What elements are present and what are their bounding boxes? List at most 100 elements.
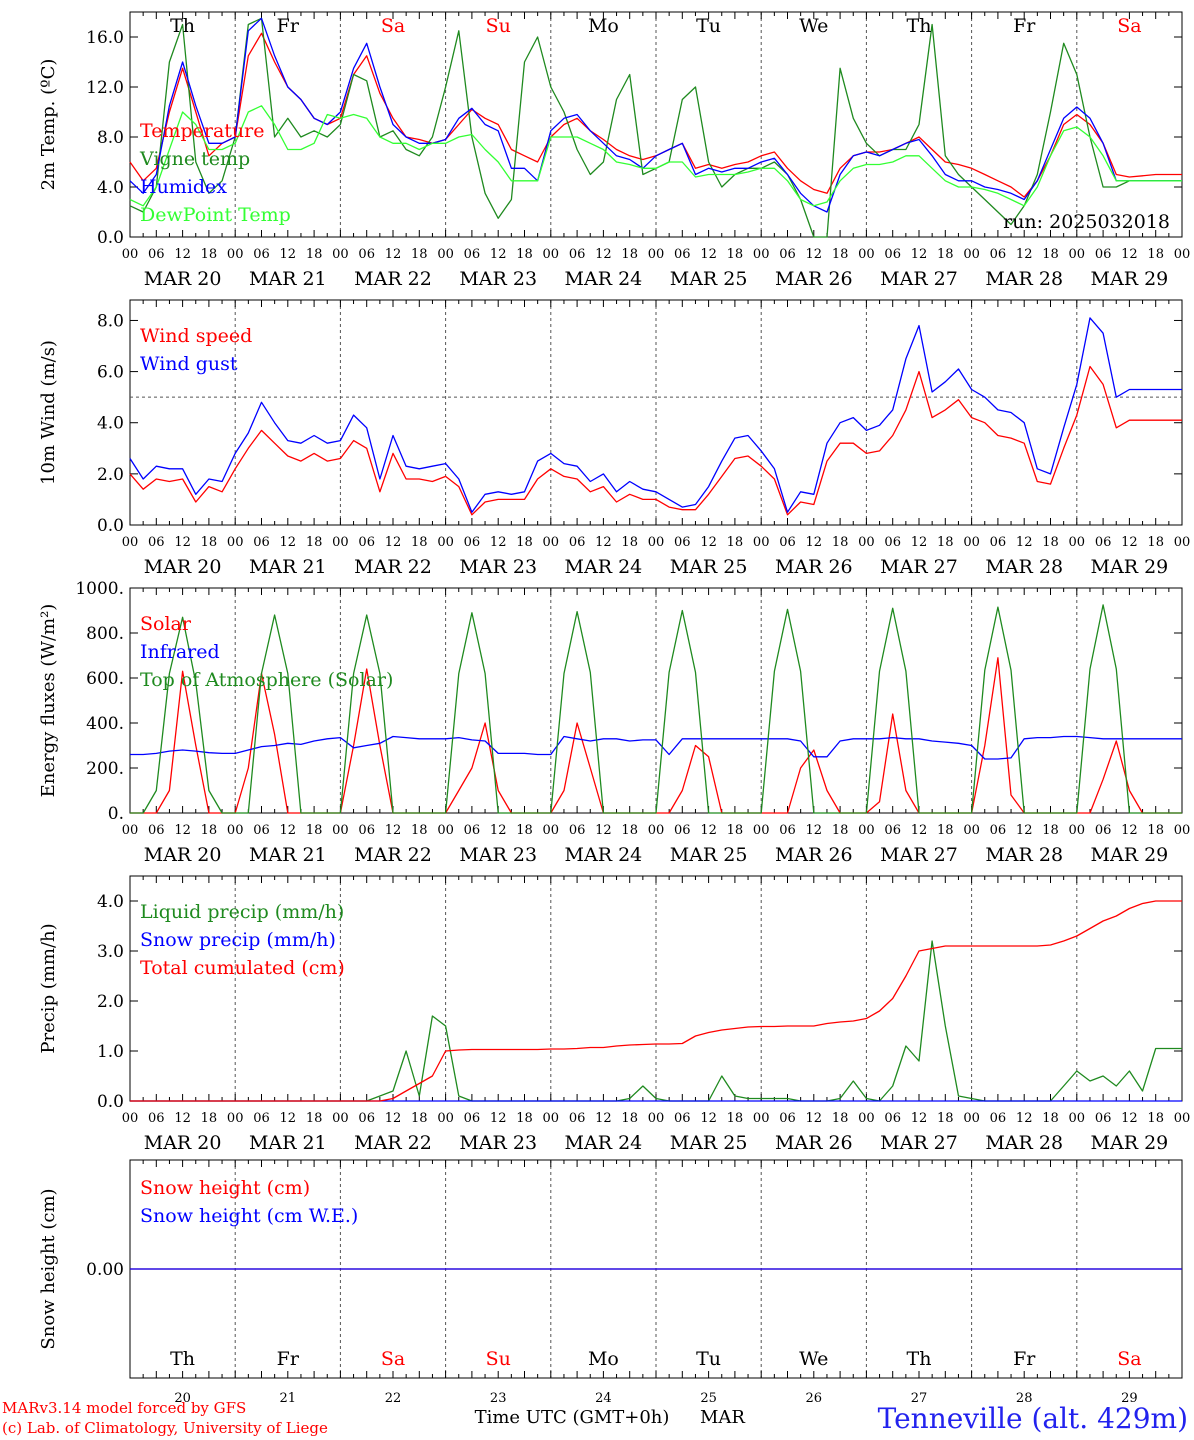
hour-tick-label: 06 xyxy=(1095,1111,1112,1126)
hour-tick-label: 00 xyxy=(543,247,560,262)
hour-tick-label: 12 xyxy=(806,535,823,550)
hour-tick-label: 06 xyxy=(569,823,586,838)
y-axis-label: Precip (mm/h) xyxy=(38,923,59,1053)
hour-tick-label: 00 xyxy=(648,1111,665,1126)
legend-entry: Snow height (cm W.E.) xyxy=(140,1205,358,1227)
y-axis-label: Energy fluxes (W/m²) xyxy=(38,604,59,798)
hour-tick-label: 00 xyxy=(753,247,770,262)
hour-tick-label: 18 xyxy=(621,247,638,262)
hour-tick-label: 12 xyxy=(700,247,717,262)
hour-tick-label: 12 xyxy=(806,823,823,838)
legend-entry: Temperature xyxy=(140,120,264,142)
hour-tick-label: 18 xyxy=(727,247,744,262)
day-number-label: 25 xyxy=(700,1391,717,1406)
hour-tick-label: 18 xyxy=(937,247,954,262)
hour-tick-label: 06 xyxy=(253,1111,270,1126)
weekday-label: Fr xyxy=(277,15,300,37)
hour-tick-label: 00 xyxy=(1174,535,1191,550)
hour-tick-label: 18 xyxy=(306,823,323,838)
date-label: MAR 21 xyxy=(249,1132,327,1154)
hour-tick-label: 06 xyxy=(674,1111,691,1126)
hour-tick-label: 12 xyxy=(385,247,402,262)
y-tick-label: 0.00 xyxy=(86,1260,124,1280)
series-line-wind-gust xyxy=(129,317,1182,513)
hour-tick-label: 06 xyxy=(674,247,691,262)
hour-tick-label: 00 xyxy=(648,247,665,262)
hour-tick-label: 12 xyxy=(174,1111,191,1126)
y-tick-label: 0.0 xyxy=(97,1092,124,1112)
hour-tick-label: 12 xyxy=(700,823,717,838)
legend-entry: Total cumulated (cm) xyxy=(140,957,345,979)
date-label: MAR 22 xyxy=(354,1132,432,1154)
y-tick-label: 12.0 xyxy=(86,78,124,98)
day-number-label: 23 xyxy=(490,1391,507,1406)
y-axis-label: 2m Temp. (ºC) xyxy=(38,59,59,191)
hour-tick-label: 12 xyxy=(385,535,402,550)
weekday-label: Fr xyxy=(277,1348,300,1370)
hour-tick-label: 18 xyxy=(937,823,954,838)
hour-tick-label: 18 xyxy=(411,535,428,550)
hour-tick-label: 18 xyxy=(411,1111,428,1126)
date-label: MAR 20 xyxy=(144,844,222,866)
y-tick-label: 4.0 xyxy=(97,414,124,434)
y-tick-label: 8.0 xyxy=(97,128,124,148)
date-label: MAR 22 xyxy=(354,556,432,578)
hour-tick-label: 18 xyxy=(1147,535,1164,550)
hour-tick-label: 06 xyxy=(253,535,270,550)
hour-tick-label: 18 xyxy=(1147,1111,1164,1126)
hour-tick-label: 06 xyxy=(884,823,901,838)
hour-tick-label: 00 xyxy=(332,535,349,550)
day-number-label: 22 xyxy=(385,1391,402,1406)
date-label: MAR 27 xyxy=(880,1132,958,1154)
hour-tick-label: 00 xyxy=(227,823,244,838)
hour-tick-label: 00 xyxy=(122,823,139,838)
hour-tick-label: 06 xyxy=(464,1111,481,1126)
hour-tick-label: 18 xyxy=(727,535,744,550)
hour-tick-label: 18 xyxy=(306,535,323,550)
hour-tick-label: 00 xyxy=(543,535,560,550)
y-tick-label: 800. xyxy=(86,624,124,644)
day-number-label: 21 xyxy=(280,1391,297,1406)
date-label: MAR 23 xyxy=(459,268,537,290)
series-line-humidex xyxy=(129,17,1182,213)
hour-tick-label: 18 xyxy=(201,1111,218,1126)
hour-tick-label: 06 xyxy=(1095,535,1112,550)
hour-tick-label: 00 xyxy=(437,1111,454,1126)
date-label: MAR 20 xyxy=(144,1132,222,1154)
hour-tick-label: 12 xyxy=(1016,247,1033,262)
weekday-label: Su xyxy=(486,15,511,37)
hour-tick-label: 06 xyxy=(358,1111,375,1126)
day-number-label: 29 xyxy=(1121,1391,1138,1406)
hour-tick-label: 12 xyxy=(911,823,928,838)
date-label: MAR 21 xyxy=(249,844,327,866)
weekday-label: Th xyxy=(170,1348,195,1370)
hour-tick-label: 00 xyxy=(227,1111,244,1126)
hour-tick-label: 18 xyxy=(937,535,954,550)
hour-tick-label: 06 xyxy=(779,823,796,838)
hour-tick-label: 06 xyxy=(990,823,1007,838)
date-label: MAR 26 xyxy=(775,268,853,290)
legend-entry: Humidex xyxy=(140,176,227,198)
legend-entry: Vigne temp xyxy=(139,148,250,170)
weekday-label: Th xyxy=(907,1348,932,1370)
hour-tick-label: 00 xyxy=(122,535,139,550)
hour-tick-label: 18 xyxy=(201,535,218,550)
hour-tick-label: 12 xyxy=(280,535,297,550)
hour-tick-label: 00 xyxy=(1069,823,1086,838)
hour-tick-label: 00 xyxy=(1174,1111,1191,1126)
hour-tick-label: 12 xyxy=(280,247,297,262)
legend-entry: Snow height (cm) xyxy=(140,1177,310,1199)
series-line-dewpoint-temp xyxy=(129,105,1182,207)
weekday-label: Sa xyxy=(1117,1348,1141,1370)
y-tick-label: 200. xyxy=(86,759,124,779)
hour-tick-label: 00 xyxy=(227,247,244,262)
credit-line-2: (c) Lab. of Climatology, University of L… xyxy=(2,1419,328,1437)
y-tick-label: 16.0 xyxy=(86,28,124,48)
date-label: MAR 23 xyxy=(459,844,537,866)
weekday-label: Sa xyxy=(381,15,405,37)
hour-tick-label: 00 xyxy=(437,535,454,550)
hour-tick-label: 18 xyxy=(516,247,533,262)
date-label: MAR 25 xyxy=(670,1132,748,1154)
hour-tick-label: 00 xyxy=(963,823,980,838)
